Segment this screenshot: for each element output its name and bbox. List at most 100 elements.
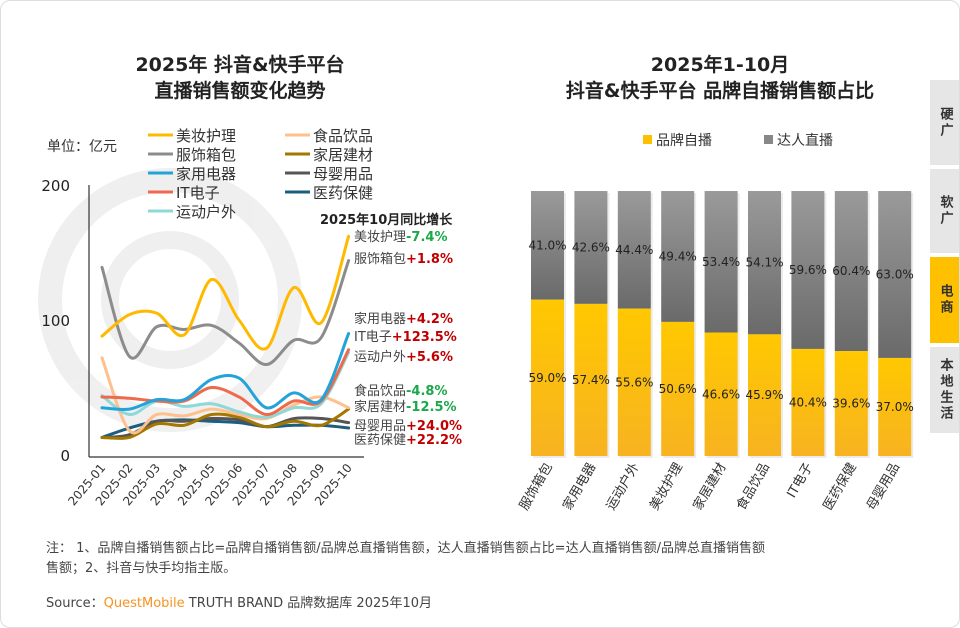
left-title-line2: 直播销售额变化趋势 bbox=[154, 80, 326, 102]
series-line bbox=[100, 350, 351, 419]
tab-hard-ads[interactable]: 硬广 bbox=[930, 80, 960, 165]
growth-value: -4.8% bbox=[406, 384, 447, 399]
bar-brand-self bbox=[704, 332, 738, 456]
growth-value: +1.8% bbox=[406, 252, 453, 267]
bar-dealer-live bbox=[704, 191, 738, 333]
source-brand: QuestMobile bbox=[103, 596, 185, 611]
unit-label: 单位：亿元 bbox=[47, 139, 117, 155]
category-label: 母婴用品 bbox=[864, 461, 903, 514]
series-line bbox=[100, 332, 351, 411]
data-label-brand: 59.0% bbox=[528, 371, 566, 385]
bar-dealer-live bbox=[661, 191, 695, 322]
data-label-dealer: 60.4% bbox=[832, 264, 870, 278]
growth-series-name: 美妆护理 bbox=[354, 230, 406, 245]
bar-dealer-live bbox=[617, 191, 651, 309]
annotation-title: 2025年10月同比增长 bbox=[320, 212, 453, 228]
category-label: 家居建材 bbox=[690, 460, 730, 513]
legend-label: 医药保健 bbox=[313, 184, 373, 202]
growth-value: +4.2% bbox=[406, 312, 453, 327]
bar-dealer-live bbox=[834, 191, 868, 352]
watermark-logo bbox=[38, 168, 302, 432]
legend-swatch bbox=[643, 135, 652, 144]
data-label-brand: 40.4% bbox=[789, 395, 827, 409]
y-tick-label: 100 bbox=[41, 312, 70, 330]
growth-annotation: IT电子+123.5% bbox=[354, 330, 457, 345]
bar-brand-self bbox=[574, 303, 608, 456]
growth-value: +22.2% bbox=[406, 433, 462, 448]
left-title-line1: 2025年 抖音&快手平台 bbox=[135, 54, 345, 76]
legend-label: 食品饮品 bbox=[313, 127, 373, 145]
growth-value: +123.5% bbox=[392, 330, 457, 345]
legend-swatch bbox=[764, 135, 773, 144]
growth-annotation: 家居建材-12.5% bbox=[354, 399, 457, 415]
growth-value: +24.0% bbox=[406, 419, 462, 434]
growth-annotation: 家用电器+4.2% bbox=[354, 311, 453, 327]
legend-label: 品牌自播 bbox=[656, 132, 712, 149]
growth-annotation: 食品饮品-4.8% bbox=[354, 383, 447, 399]
category-label: 家用电器 bbox=[559, 460, 599, 513]
growth-annotation: 服饰箱包+1.8% bbox=[354, 251, 453, 267]
data-label-brand: 57.4% bbox=[572, 373, 610, 387]
growth-series-name: 家居建材 bbox=[354, 399, 406, 415]
source-rest: TRUTH BRAND 品牌数据库 2025年10月 bbox=[184, 596, 433, 611]
bar-brand-self bbox=[878, 357, 912, 456]
category-label: 美妆护理 bbox=[647, 461, 686, 514]
bar-brand-self bbox=[791, 348, 825, 456]
tab-soft-ads[interactable]: 软广 bbox=[930, 169, 960, 253]
category-label: 运动户外 bbox=[603, 460, 643, 513]
growth-value: +5.6% bbox=[406, 350, 453, 365]
series-line bbox=[100, 407, 351, 440]
footnote: 注： 1、品牌自播销售额占比=品牌自播销售额/品牌总直播销售额，达人直播销售额占… bbox=[46, 539, 906, 579]
tab-ecommerce[interactable]: 电商 bbox=[930, 257, 960, 343]
bar-dealer-live bbox=[574, 191, 608, 304]
category-label: IT电子 bbox=[784, 461, 816, 501]
legend-label: 美妆护理 bbox=[176, 127, 236, 145]
data-label-dealer: 44.4% bbox=[615, 243, 653, 257]
data-label-dealer: 53.4% bbox=[702, 255, 740, 269]
legend-label: 家居建材 bbox=[313, 146, 373, 164]
series-line bbox=[100, 234, 351, 351]
data-label-brand: 50.6% bbox=[659, 382, 697, 396]
legend-label: 家用电器 bbox=[176, 165, 236, 183]
bar-brand-self bbox=[661, 321, 695, 456]
data-label-brand: 45.9% bbox=[745, 388, 783, 402]
data-label-brand: 55.6% bbox=[615, 375, 653, 389]
legend-label: 服饰箱包 bbox=[176, 146, 236, 164]
source-line: Source：QuestMobile TRUTH BRAND 品牌数据库 202… bbox=[46, 594, 432, 614]
right-title-line1: 2025年1-10月 bbox=[650, 54, 790, 76]
growth-annotation: 医药保健+22.2% bbox=[354, 433, 462, 448]
growth-annotation: 母婴用品+24.0% bbox=[354, 419, 462, 434]
growth-series-name: IT电子 bbox=[354, 330, 392, 345]
growth-series-name: 运动户外 bbox=[354, 349, 406, 365]
data-label-dealer: 63.0% bbox=[876, 267, 914, 281]
source-prefix: Source： bbox=[46, 596, 104, 611]
growth-series-name: 家用电器 bbox=[354, 311, 406, 327]
data-label-brand: 37.0% bbox=[876, 400, 914, 414]
y-tick-label: 0 bbox=[60, 447, 70, 465]
tab-local-life[interactable]: 本地生活 bbox=[930, 347, 960, 433]
bar-dealer-live bbox=[878, 191, 912, 358]
data-label-dealer: 42.6% bbox=[572, 240, 610, 254]
category-label: 食品饮品 bbox=[733, 460, 773, 513]
data-label-dealer: 54.1% bbox=[745, 256, 783, 270]
left-chart-title: 2025年 抖音&快手平台 直播销售额变化趋势 bbox=[60, 52, 420, 104]
footnote-line1: 注： 1、品牌自播销售额占比=品牌自播销售额/品牌总直播销售额，达人直播销售额占… bbox=[46, 541, 765, 556]
growth-series-name: 母婴用品 bbox=[354, 419, 406, 434]
legend-label: 母婴用品 bbox=[313, 165, 373, 183]
bar-brand-self bbox=[531, 299, 564, 456]
bar-brand-self bbox=[834, 351, 868, 456]
data-label-dealer: 49.4% bbox=[659, 249, 697, 263]
series-line bbox=[100, 348, 351, 416]
growth-series-name: 食品饮品 bbox=[354, 383, 406, 399]
growth-series-name: 服饰箱包 bbox=[354, 251, 406, 267]
data-label-dealer: 59.6% bbox=[789, 263, 827, 277]
growth-series-name: 医药保健 bbox=[354, 433, 406, 448]
growth-annotation: 运动户外+5.6% bbox=[354, 349, 453, 365]
right-chart-title: 2025年1-10月 抖音&快手平台 品牌自播销售额占比 bbox=[520, 52, 920, 104]
category-label: 医药保健 bbox=[821, 461, 860, 514]
right-title-line2: 抖音&快手平台 品牌自播销售额占比 bbox=[565, 80, 875, 102]
growth-value: -7.4% bbox=[406, 230, 447, 245]
series-line bbox=[100, 259, 351, 367]
legend-label: 运动户外 bbox=[176, 203, 236, 221]
